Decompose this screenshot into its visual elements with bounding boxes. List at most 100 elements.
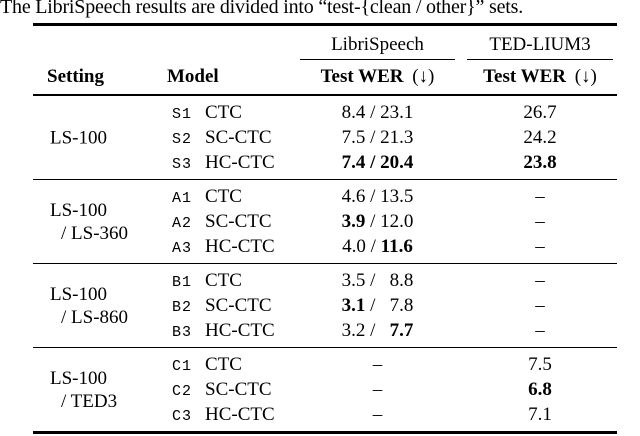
model-name: HC-CTC — [205, 320, 275, 341]
setting-cell: LS-100/ TED3 — [50, 367, 117, 413]
model-cell: C3 HC-CTC — [163, 402, 300, 429]
group-header-spacer-setting — [33, 34, 163, 60]
wer-tedlium3-cell: – — [455, 268, 617, 295]
wer-value: 7.4 / 20.4 — [341, 152, 414, 173]
wer-tedlium3-cell: 26.7 — [455, 100, 617, 127]
wer-librispeech-cell: 3.5 / 8.8 — [300, 268, 455, 295]
wer-value: – — [535, 211, 545, 232]
table-row: S3 HC-CTC 7.4 / 20.4 23.8 — [33, 150, 617, 175]
model-name: CTC — [205, 102, 242, 123]
wer-tedlium3-cell: 6.8 — [455, 377, 617, 404]
wer-tedlium3-cell: 7.5 — [455, 352, 617, 379]
model-name: CTC — [205, 354, 242, 375]
model-cell: S3 HC-CTC — [163, 150, 300, 177]
table-block: LS-100 S1 CTC 8.4 / 23.1 26.7 S2 SC-CTC 7.5 / 2… — [33, 96, 617, 179]
model-name: SC-CTC — [205, 379, 272, 400]
setting-cell: LS-100 — [50, 126, 107, 149]
model-name: CTC — [205, 186, 242, 207]
model-id: S1 — [172, 106, 193, 123]
model-id: C3 — [172, 408, 193, 425]
model-name: SC-CTC — [205, 211, 272, 232]
wer-value: – — [535, 236, 545, 257]
wer-librispeech-cell: 3.1 / 7.8 — [300, 293, 455, 320]
table-row: A2 SC-CTC 3.9 / 12.0 – — [33, 209, 617, 234]
down-arrow-icon: (↓) — [574, 66, 597, 87]
group-label-tedlium3: TED-LIUM3 — [467, 34, 613, 60]
wer-value: / 12.0 — [365, 211, 414, 232]
column-header-wer-librispeech: Test WER (↓) — [300, 60, 455, 94]
model-name: SC-CTC — [205, 127, 272, 148]
table-row: B3 HC-CTC 3.2 / 7.7 – — [33, 318, 617, 343]
model-id: A3 — [172, 240, 193, 257]
down-arrow-icon: (↓) — [412, 66, 435, 87]
table-row: C2 SC-CTC – 6.8 — [33, 377, 617, 402]
model-id: A2 — [172, 215, 193, 232]
wer-tedlium3-cell: – — [455, 209, 617, 236]
setting-line: LS-100 — [50, 283, 107, 305]
table-caption: The LibriSpeech results are divided into… — [0, 0, 523, 18]
wer-tedlium3-cell: – — [455, 318, 617, 345]
wer-tedlium3-cell: – — [455, 234, 617, 261]
wer-value: – — [535, 186, 545, 207]
group-header-tedlium3: TED-LIUM3 — [455, 34, 617, 60]
wer-value: 7.1 — [528, 404, 552, 425]
wer-tedlium3-cell: 23.8 — [455, 150, 617, 177]
wer-tedlium3-cell: – — [455, 184, 617, 211]
table-block: LS-100/ LS-860 B1 CTC 3.5 / 8.8 – B2 SC-CTC 3.1… — [33, 263, 617, 347]
wer-header-label: Test WER — [320, 66, 404, 87]
wer-value: / 7.8 — [365, 295, 414, 316]
model-cell: C1 CTC — [163, 352, 300, 379]
wer-value: – — [372, 354, 383, 375]
model-id: B2 — [172, 299, 193, 316]
wer-value: 7.5 / 21.3 — [341, 127, 414, 148]
wer-value: 4.6 / 13.5 — [341, 186, 414, 207]
wer-librispeech-cell: – — [300, 377, 455, 404]
setting-line: / TED3 — [61, 390, 118, 412]
column-header-row: Setting Model Test WER (↓) Test WER (↓) — [33, 60, 617, 96]
wer-value: 8.4 / 23.1 — [341, 102, 414, 123]
group-header-librispeech: LibriSpeech — [300, 34, 455, 60]
wer-librispeech-cell: 3.9 / 12.0 — [300, 209, 455, 236]
setting-line: LS-100 — [50, 367, 107, 389]
table-body: LS-100 S1 CTC 8.4 / 23.1 26.7 S2 SC-CTC 7.5 / 2… — [33, 96, 617, 434]
model-cell: C2 SC-CTC — [163, 377, 300, 404]
wer-value: 3.9 — [341, 211, 366, 232]
model-id: S2 — [172, 131, 193, 148]
table-row: A1 CTC 4.6 / 13.5 – — [33, 184, 617, 209]
model-cell: A2 SC-CTC — [163, 209, 300, 236]
model-id: A1 — [172, 190, 193, 207]
model-name: CTC — [205, 270, 242, 291]
setting-line: / LS-860 — [61, 306, 129, 328]
model-cell: A1 CTC — [163, 184, 300, 211]
table-row: S2 SC-CTC 7.5 / 21.3 24.2 — [33, 125, 617, 150]
model-name: SC-CTC — [205, 295, 272, 316]
model-id: C2 — [172, 383, 193, 400]
wer-value: 3.2 / — [341, 320, 390, 341]
wer-header-label: Test WER — [483, 66, 566, 87]
model-id: B1 — [172, 274, 193, 291]
table-row: B1 CTC 3.5 / 8.8 – — [33, 268, 617, 293]
wer-librispeech-cell: 3.2 / 7.7 — [300, 318, 455, 345]
model-id: S3 — [172, 156, 193, 173]
model-name: HC-CTC — [205, 404, 275, 425]
results-table: LibriSpeech TED-LIUM3 Setting Model Test… — [33, 23, 617, 434]
group-header-row: LibriSpeech TED-LIUM3 — [33, 26, 617, 60]
wer-value: 4.0 / — [342, 236, 381, 257]
model-cell: A3 HC-CTC — [163, 234, 300, 261]
wer-value: 7.5 — [528, 354, 552, 375]
setting-cell: LS-100/ LS-860 — [50, 283, 128, 329]
model-cell: B3 HC-CTC — [163, 318, 300, 345]
model-name: HC-CTC — [205, 236, 275, 257]
setting-spacer — [33, 150, 163, 177]
wer-value: 3.1 — [341, 295, 366, 316]
column-header-setting: Setting — [47, 66, 104, 87]
wer-librispeech-cell: – — [300, 402, 455, 429]
table-block: LS-100/ LS-360 A1 CTC 4.6 / 13.5 – A2 SC-CTC 3.… — [33, 179, 617, 263]
wer-value: 23.8 — [523, 152, 557, 173]
wer-value: 11.6 — [380, 236, 413, 257]
wer-value: 6.8 — [528, 379, 552, 400]
model-cell: S1 CTC — [163, 100, 300, 127]
setting-cell: LS-100/ LS-360 — [50, 199, 128, 245]
table-block: LS-100/ TED3 C1 CTC – 7.5 C2 SC-CTC – 6.8 C3 HC-CT… — [33, 347, 617, 434]
